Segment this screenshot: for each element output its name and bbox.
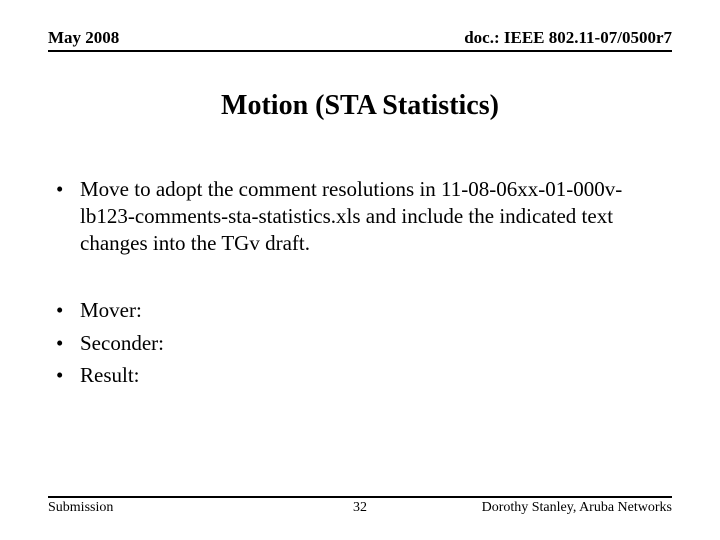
header: May 2008 doc.: IEEE 802.11-07/0500r7 [48,28,672,52]
bullet-text: Move to adopt the comment resolutions in… [80,176,668,257]
footer-row: Submission 32 Dorothy Stanley, Aruba Net… [48,500,672,516]
slide-body: • Move to adopt the comment resolutions … [48,176,672,389]
bullet-marker: • [56,330,80,357]
bullet-item: • Mover: [56,297,668,324]
bullet-marker: • [56,176,80,203]
footer-rule [48,496,672,498]
footer-page-number: 32 [48,500,672,516]
bullet-gap [56,263,668,297]
footer: Submission 32 Dorothy Stanley, Aruba Net… [48,496,672,516]
bullet-marker: • [56,362,80,389]
bullet-text: Mover: [80,297,668,324]
header-docid: doc.: IEEE 802.11-07/0500r7 [464,28,672,48]
bullet-text: Seconder: [80,330,668,357]
slide: May 2008 doc.: IEEE 802.11-07/0500r7 Mot… [0,0,720,540]
slide-title: Motion (STA Statistics) [48,90,672,122]
header-date: May 2008 [48,28,119,48]
bullet-text: Result: [80,362,668,389]
bullet-item: • Move to adopt the comment resolutions … [56,176,668,257]
bullet-item: • Seconder: [56,330,668,357]
bullet-marker: • [56,297,80,324]
bullet-item: • Result: [56,362,668,389]
